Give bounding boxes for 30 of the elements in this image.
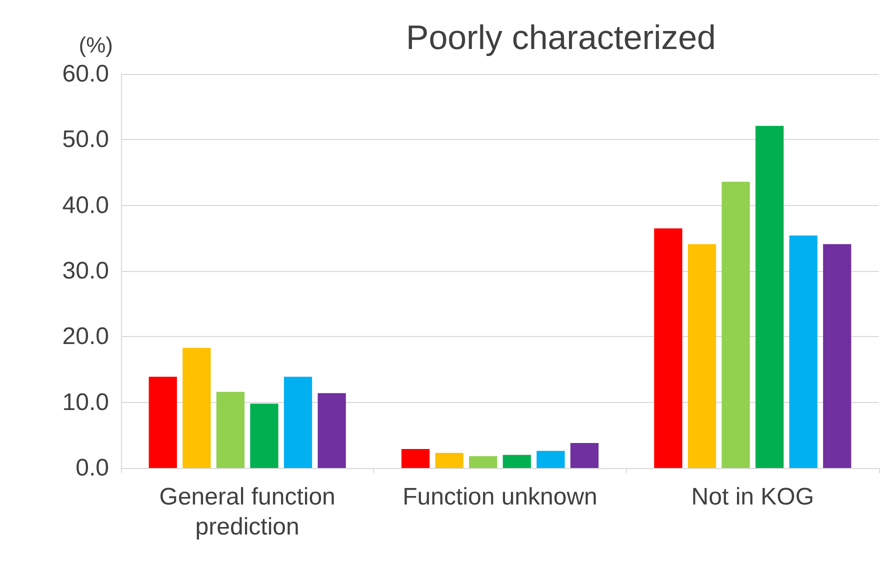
x-tick-label: Not in KOG — [691, 484, 814, 510]
bar — [570, 443, 599, 468]
bar — [469, 456, 498, 468]
bar — [654, 228, 682, 468]
y-tick-label: 40.0 — [62, 192, 109, 219]
x-tick-label: Function unknown — [402, 484, 598, 510]
y-axis-title: (%) — [78, 32, 113, 58]
bar — [318, 393, 346, 468]
bar — [250, 404, 278, 468]
bar — [401, 448, 430, 468]
bar — [435, 452, 464, 468]
bar — [502, 454, 531, 468]
y-tick-label: 50.0 — [62, 126, 109, 154]
bar — [722, 182, 750, 468]
y-tick-label: 10.0 — [62, 388, 109, 416]
bar — [688, 244, 716, 468]
y-tick-label: 20.0 — [62, 323, 109, 350]
y-tick-label: 60.0 — [62, 60, 109, 88]
y-tick-label: 0.0 — [76, 454, 109, 482]
bar — [284, 376, 312, 468]
bar — [216, 392, 245, 468]
x-tick-label: General function prediction — [159, 484, 336, 540]
bar — [536, 450, 565, 468]
y-tick-label: 30.0 — [62, 258, 109, 284]
chart-title: Poorly characterized — [406, 19, 716, 57]
bar — [789, 236, 818, 468]
bar — [148, 376, 177, 468]
bar — [755, 126, 784, 468]
bar — [823, 244, 852, 468]
bar — [182, 348, 211, 468]
